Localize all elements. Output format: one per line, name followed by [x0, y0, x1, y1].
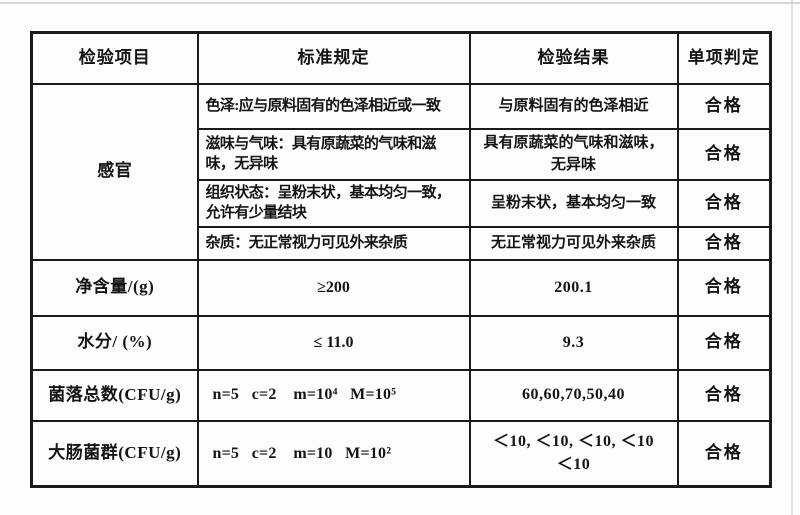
cell-verdict-total-plate-count: 合格	[676, 368, 772, 422]
table-row-texture: 组织状态：呈粉末状，基本均匀一致，允许有少量结块 呈粉末状，基本均匀一致 合格	[32, 178, 772, 228]
cell-verdict-net-content: 合格	[676, 258, 772, 317]
inspection-table: 检验项目 标准规定 检验结果 单项判定 感官 色泽:应与原料固有的色泽相近或一致…	[30, 31, 772, 488]
cell-standard-taste-odor: 滋味与气味：具有原蔬菜的气味和滋味，无异味	[196, 127, 471, 181]
cell-item-moisture: 水分/ (%)	[30, 314, 199, 371]
table-row-taste-odor: 滋味与气味：具有原蔬菜的气味和滋味，无异味 具有原蔬菜的气味和滋味， 无异味 合…	[32, 127, 772, 181]
column-header-result: 检验结果	[468, 31, 679, 85]
cell-item-coliform: 大肠菌群(CFU/g)	[30, 419, 199, 488]
cell-standard-color: 色泽:应与原料固有的色泽相近或一致	[196, 82, 471, 130]
cell-verdict-coliform: 合格	[676, 419, 772, 488]
cell-item-total-plate-count: 菌落总数(CFU/g)	[30, 368, 199, 422]
cell-standard-impurity: 杂质：无正常视力可见外来杂质	[196, 225, 471, 261]
cell-result-total-plate-count: 60,60,70,50,40	[468, 368, 679, 422]
table-row-color: 感官 色泽:应与原料固有的色泽相近或一致 与原料固有的色泽相近 合格	[30, 82, 772, 261]
cell-verdict-moisture: 合格	[676, 314, 772, 371]
cell-verdict-impurity: 合格	[676, 225, 772, 261]
table-row-total-plate-count: 菌落总数(CFU/g) n=5 c=2 m=10⁴ M=10⁵ 60,60,70…	[30, 368, 772, 422]
cell-result-coliform: ＜10, ＜10, ＜10, ＜10 ＜10	[468, 419, 679, 488]
cell-result-net-content: 200.1	[468, 258, 679, 317]
cell-result-impurity: 无正常视力可见外来杂质	[468, 225, 679, 261]
cell-verdict-taste-odor: 合格	[676, 127, 772, 181]
table-row-coliform: 大肠菌群(CFU/g) n=5 c=2 m=10 M=10² ＜10, ＜10,…	[30, 419, 772, 488]
cell-item-sensory: 感官	[30, 82, 199, 261]
cell-standard-moisture: ≤ 11.0	[196, 314, 471, 371]
cell-item-net-content: 净含量/(g)	[30, 258, 199, 317]
cell-standard-total-plate-count: n=5 c=2 m=10⁴ M=10⁵	[196, 368, 471, 422]
cell-standard-coliform: n=5 c=2 m=10 M=10²	[196, 419, 471, 488]
table-row-net-content: 净含量/(g) ≥200 200.1 合格	[30, 258, 772, 317]
cell-verdict-texture: 合格	[676, 178, 772, 228]
scan-artifact-top	[0, 2, 800, 4]
cell-result-taste-odor: 具有原蔬菜的气味和滋味， 无异味	[468, 127, 679, 181]
header-row: 检验项目 标准规定 检验结果 单项判定	[30, 31, 772, 85]
cell-standard-texture: 组织状态：呈粉末状，基本均匀一致，允许有少量结块	[196, 178, 471, 228]
column-header-item: 检验项目	[30, 31, 199, 85]
cell-result-texture: 呈粉末状，基本均匀一致	[468, 178, 679, 228]
cell-verdict-color: 合格	[676, 82, 772, 130]
scan-artifact-right	[791, 0, 793, 515]
cell-result-color: 与原料固有的色泽相近	[468, 82, 679, 130]
table-row-moisture: 水分/ (%) ≤ 11.0 9.3 合格	[30, 314, 772, 371]
cell-result-moisture: 9.3	[468, 314, 679, 371]
column-header-verdict: 单项判定	[676, 31, 772, 85]
column-header-standard: 标准规定	[196, 31, 471, 85]
table-row-impurity: 杂质：无正常视力可见外来杂质 无正常视力可见外来杂质 合格	[32, 225, 772, 261]
cell-standard-net-content: ≥200	[196, 258, 471, 317]
